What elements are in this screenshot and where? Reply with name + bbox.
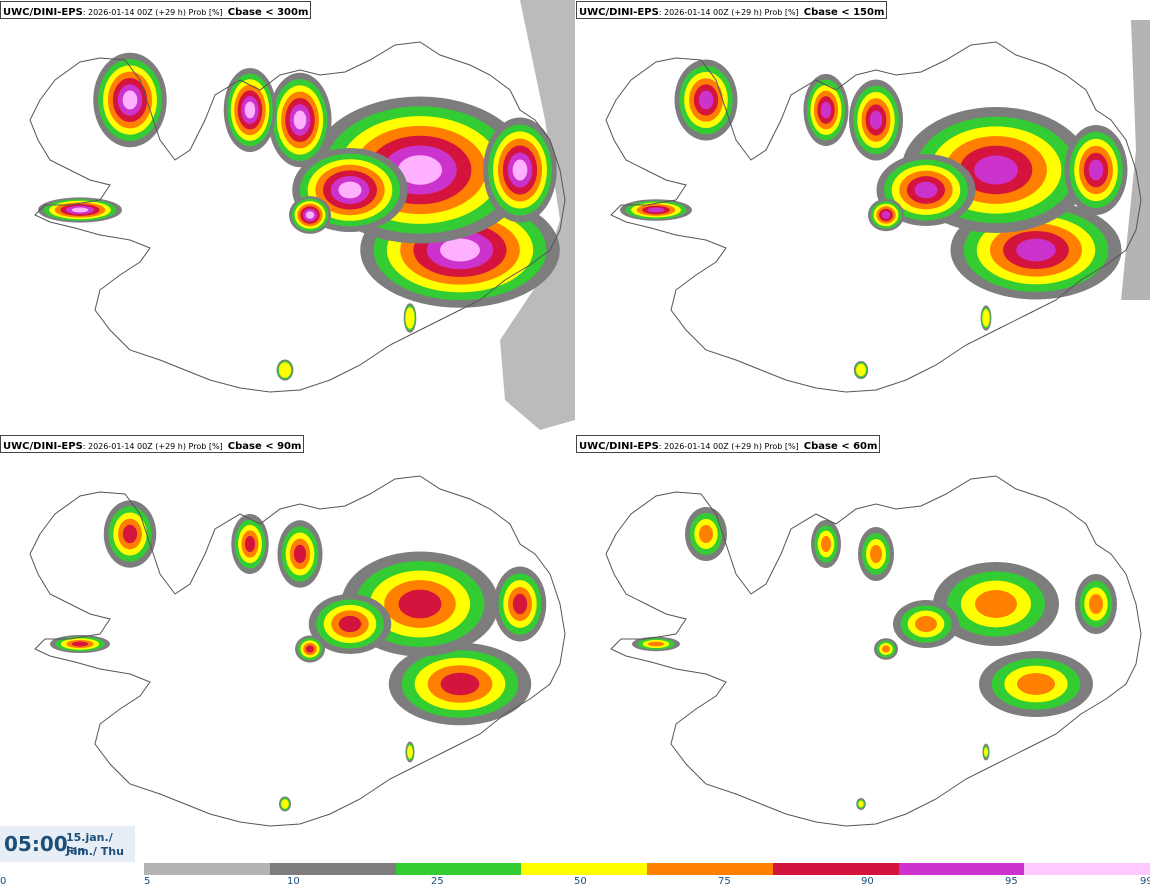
map-panel-4: UWC/DINI-EPS: 2026-01-14 00Z (+29 h) Pro… bbox=[576, 434, 1150, 868]
colorbar-tick-label: 99 bbox=[1140, 876, 1150, 887]
probability-area bbox=[512, 593, 528, 615]
probability-area bbox=[397, 155, 443, 185]
map-panel-2: UWC/DINI-EPS: 2026-01-14 00Z (+29 h) Pro… bbox=[576, 0, 1150, 434]
panel-title: UWC/DINI-EPS: 2026-01-14 00Z (+29 h) Pro… bbox=[0, 1, 312, 19]
panel-title: UWC/DINI-EPS: 2026-01-14 00Z (+29 h) Pro… bbox=[0, 435, 305, 453]
probability-area bbox=[698, 90, 714, 110]
colorbar-tick-label: 0 bbox=[0, 876, 7, 887]
colorbar-tick-label: 5 bbox=[144, 876, 151, 887]
colorbar-segment bbox=[144, 863, 270, 875]
probability-area bbox=[820, 101, 832, 119]
colorbar-segment bbox=[269, 863, 396, 875]
probability-area bbox=[858, 800, 864, 808]
probability-area bbox=[869, 110, 883, 130]
probability-area bbox=[915, 616, 937, 632]
probability-area bbox=[405, 307, 415, 329]
probability-area bbox=[281, 799, 289, 809]
coastline bbox=[29, 41, 566, 393]
probability-area bbox=[71, 641, 89, 647]
probability-area bbox=[512, 159, 528, 181]
probability-area bbox=[982, 309, 990, 327]
colorbar-segment bbox=[647, 863, 773, 875]
probability-area bbox=[1088, 159, 1104, 181]
probability-area bbox=[407, 745, 413, 759]
probability-area bbox=[293, 544, 307, 564]
coastline bbox=[605, 475, 1142, 827]
probability-area bbox=[984, 747, 988, 757]
iceland-map bbox=[605, 20, 1150, 393]
colorbar-tick-label: 50 bbox=[574, 876, 587, 887]
probability-area bbox=[244, 535, 256, 553]
colorbar bbox=[144, 863, 1150, 875]
colorbar-segment bbox=[521, 863, 647, 875]
probability-area bbox=[974, 155, 1018, 185]
probability-area bbox=[821, 536, 831, 552]
colorbar-tick-label: 75 bbox=[718, 876, 731, 887]
probability-area bbox=[338, 615, 362, 633]
coastline bbox=[29, 475, 566, 827]
valid-time-box: 05:00 15.jan./ Jan Fim./ Thu bbox=[0, 826, 135, 862]
colorbar-tick-label: 10 bbox=[287, 876, 300, 887]
probability-area bbox=[1089, 594, 1103, 614]
panel-title: UWC/DINI-EPS: 2026-01-14 00Z (+29 h) Pro… bbox=[576, 1, 888, 19]
colorbar-tick-label: 95 bbox=[1005, 876, 1018, 887]
probability-area bbox=[500, 0, 575, 430]
probability-area bbox=[1016, 238, 1056, 262]
colorbar-tick-label: 90 bbox=[861, 876, 874, 887]
probability-area bbox=[122, 524, 138, 544]
probability-area bbox=[647, 207, 665, 213]
probability-area bbox=[699, 525, 713, 543]
probability-area bbox=[975, 590, 1017, 618]
probability-area bbox=[881, 211, 891, 219]
colorbar-segment bbox=[772, 863, 899, 875]
iceland-map bbox=[605, 475, 1142, 827]
colorbar-tick-label: 25 bbox=[431, 876, 444, 887]
panel-title: UWC/DINI-EPS: 2026-01-14 00Z (+29 h) Pro… bbox=[576, 435, 881, 453]
probability-area bbox=[278, 362, 292, 378]
probability-area bbox=[440, 238, 480, 262]
probability-area bbox=[882, 645, 890, 653]
valid-date: 15.jan./ Jan bbox=[66, 831, 113, 857]
probability-area bbox=[398, 589, 442, 619]
probability-area bbox=[293, 110, 307, 130]
probability-area bbox=[1121, 20, 1150, 300]
valid-weekday: Fim./ Thu bbox=[66, 845, 124, 858]
valid-time: 05:00 bbox=[4, 832, 68, 856]
probability-area bbox=[870, 545, 882, 563]
colorbar-segment bbox=[395, 863, 522, 875]
probability-area bbox=[244, 101, 256, 119]
probability-area bbox=[338, 181, 362, 199]
coastline bbox=[605, 41, 1142, 393]
probability-area bbox=[914, 181, 938, 199]
probability-area bbox=[305, 645, 315, 653]
probability-area bbox=[305, 211, 315, 219]
probability-area bbox=[71, 207, 89, 213]
map-panel-3: UWC/DINI-EPS: 2026-01-14 00Z (+29 h) Pro… bbox=[0, 434, 575, 868]
probability-area bbox=[648, 641, 664, 647]
colorbar-segment bbox=[898, 863, 1025, 875]
iceland-map bbox=[29, 475, 566, 827]
probability-area bbox=[1017, 673, 1055, 695]
map-panel-1: UWC/DINI-EPS: 2026-01-14 00Z (+29 h) Pro… bbox=[0, 0, 575, 434]
iceland-map bbox=[29, 0, 575, 430]
probability-area bbox=[122, 90, 138, 110]
probability-area bbox=[440, 672, 480, 696]
probability-area bbox=[856, 363, 866, 377]
colorbar-segment bbox=[1024, 863, 1150, 875]
